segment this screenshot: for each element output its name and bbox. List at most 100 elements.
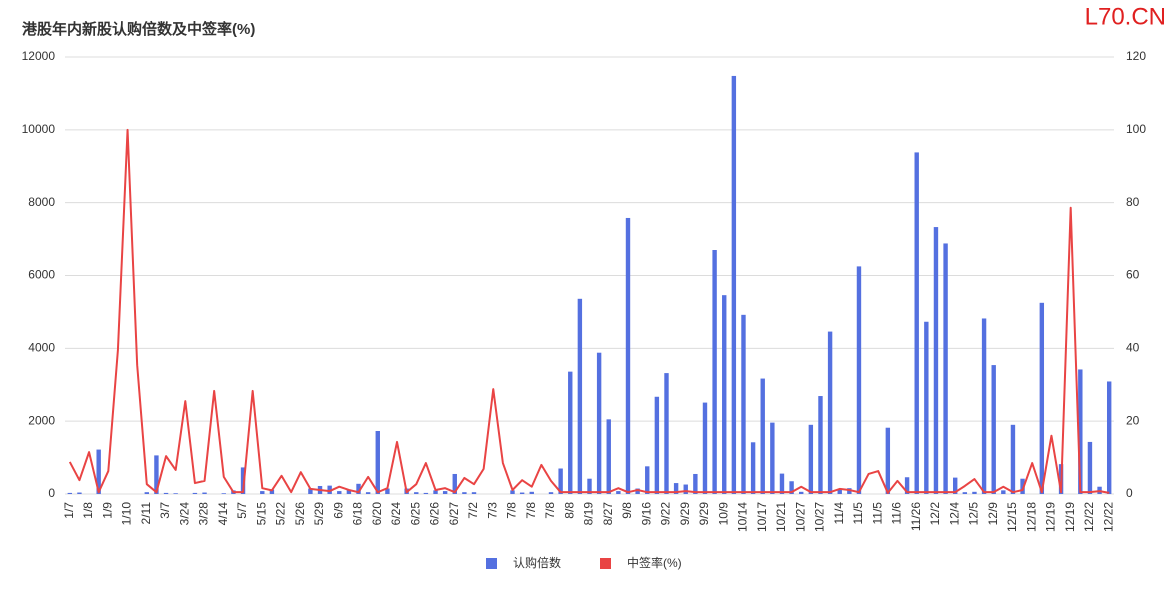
legend-swatch [600, 558, 611, 569]
x-tick-label: 7/8 [505, 502, 519, 519]
bar [731, 75, 737, 494]
x-tick-label: 5/22 [274, 502, 288, 526]
bar [260, 491, 265, 494]
x-tick-label: 8/27 [601, 502, 615, 526]
bar [423, 492, 429, 494]
bar [577, 298, 583, 494]
bar [1039, 302, 1045, 494]
bar [818, 396, 823, 494]
bar [96, 449, 101, 494]
line [68, 128, 1110, 494]
x-tick-label: 9/22 [659, 502, 673, 526]
x-tick-label: 11/5 [870, 502, 884, 525]
x-tick-label: 1/9 [100, 502, 114, 519]
bar [1020, 478, 1025, 494]
x-tick-label: 10/9 [716, 502, 730, 526]
x-tick-label: 12/9 [986, 502, 1000, 526]
x-tick-label: 3/28 [197, 502, 211, 526]
bar [702, 402, 708, 494]
bar [365, 492, 371, 494]
bar [635, 488, 640, 494]
bar [1087, 441, 1093, 494]
x-tick-label: 12/5 [967, 502, 981, 526]
y2-tick-label: 100 [1126, 122, 1146, 136]
y2-tick-label: 120 [1126, 49, 1146, 63]
bar [568, 371, 573, 494]
bar [712, 250, 717, 494]
x-tick-label: 11/4 [832, 502, 846, 525]
x-tick-label: 12/19 [1044, 502, 1058, 532]
bar [616, 491, 621, 494]
bar [77, 492, 82, 494]
bar [808, 424, 814, 494]
x-tick-label: 5/15 [254, 502, 268, 526]
bar [548, 492, 554, 494]
bar [240, 467, 246, 494]
legend-swatch [486, 558, 497, 569]
y2-tick-label: 60 [1126, 268, 1140, 282]
bar [529, 491, 534, 494]
bar [722, 295, 727, 494]
x-tick-label: 3/7 [158, 502, 172, 519]
x-tick-label: 6/25 [408, 502, 422, 526]
bar [154, 455, 159, 494]
bar [452, 473, 457, 494]
x-tick-label: 12/22 [1101, 502, 1115, 532]
x-tick-label: 1/7 [62, 502, 76, 519]
bar [1001, 490, 1006, 494]
x-tick-label: 9/16 [639, 502, 653, 526]
y-tick-label: 8000 [28, 195, 55, 209]
x-tick-label: 12/2 [928, 502, 942, 526]
bar [356, 483, 361, 494]
bar [904, 477, 910, 494]
chart-title: 港股年内新股认购倍数及中签率(%) [22, 20, 255, 38]
x-tick-label: 12/4 [947, 502, 961, 526]
y-tick-label: 12000 [22, 49, 56, 63]
x-tick-label: 11/26 [909, 502, 923, 531]
bar [519, 492, 525, 494]
x-tick-label: 10/27 [813, 502, 827, 532]
x-tick-label: 6/20 [370, 502, 384, 526]
bar [414, 492, 419, 494]
bar [221, 493, 226, 494]
bar [760, 378, 765, 494]
x-tick-label: 10/14 [736, 502, 750, 532]
bar [192, 492, 198, 494]
bar [433, 490, 438, 494]
x-tick-label: 7/8 [543, 502, 557, 519]
bar [943, 243, 948, 494]
x-tick-label: 11/5 [851, 502, 865, 525]
y2-tick-label: 20 [1126, 413, 1140, 427]
bar [327, 485, 332, 494]
bar [308, 488, 313, 494]
x-tick-label: 8/19 [582, 502, 596, 526]
y-tick-label: 4000 [28, 341, 55, 355]
bar [827, 331, 833, 494]
bar [799, 491, 804, 494]
x-tick-label: 7/2 [466, 502, 480, 519]
bar [885, 427, 891, 494]
x-tick-label: 12/15 [1005, 502, 1019, 532]
bar [462, 492, 467, 494]
x-tick-label: 10/21 [774, 502, 788, 532]
bar [645, 466, 650, 494]
x-tick-label: 9/29 [678, 502, 692, 526]
bar [847, 488, 852, 494]
bar [385, 488, 390, 494]
bar [558, 468, 563, 494]
x-tick-label: 1/8 [81, 502, 95, 519]
bar [683, 484, 688, 494]
x-tick-label: 8/8 [562, 502, 576, 519]
bar [972, 491, 977, 494]
bar [202, 492, 207, 494]
x-tick-label: 2/11 [139, 502, 153, 525]
bar [770, 422, 775, 494]
bar [625, 217, 631, 494]
bar [789, 481, 794, 494]
bar [991, 365, 996, 494]
x-tick-label: 12/22 [1082, 502, 1096, 532]
x-tick-label: 6/24 [389, 502, 403, 526]
x-tick-label: 5/29 [312, 502, 326, 526]
x-tick-label: 10/17 [755, 502, 769, 532]
bar [924, 321, 929, 494]
